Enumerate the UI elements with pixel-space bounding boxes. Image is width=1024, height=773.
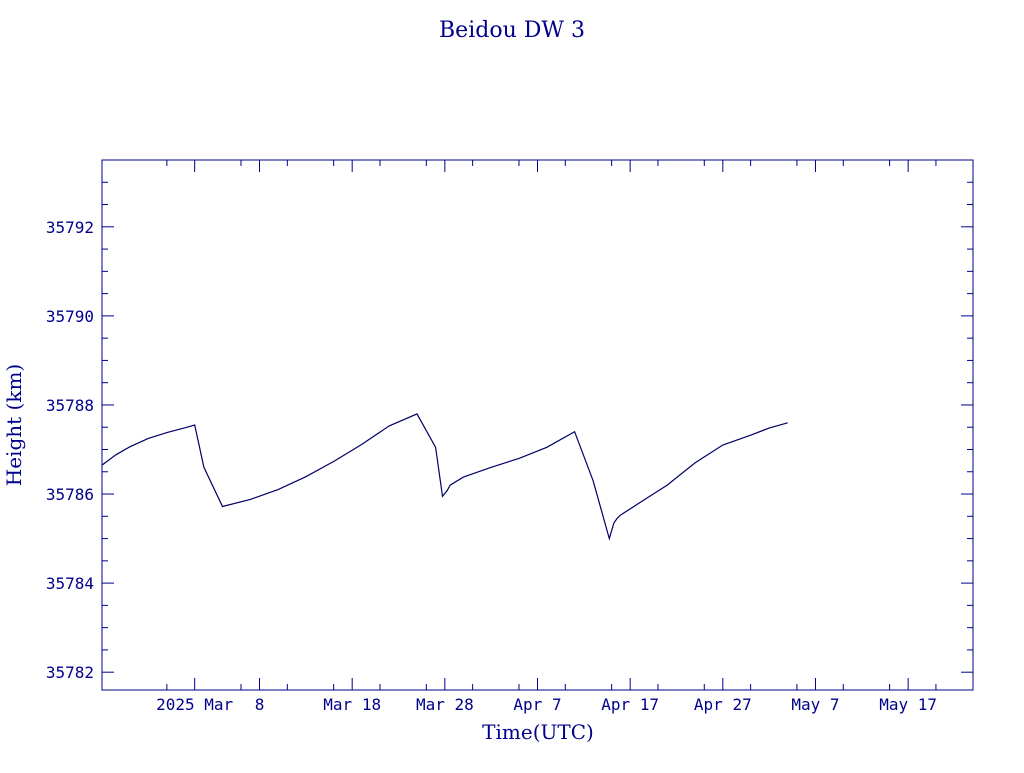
y-tick-label: 35790 — [46, 307, 94, 326]
y-tick-label: 35792 — [46, 218, 94, 237]
x-axis-label: Time(UTC) — [482, 720, 594, 744]
x-tick-label: May 7 — [791, 695, 839, 714]
y-tick-label: 35784 — [46, 574, 94, 593]
x-tick-label: Apr 7 — [513, 695, 561, 714]
x-tick-label: 2025 Mar — [156, 695, 233, 714]
x-tick-label: 8 — [255, 695, 265, 714]
y-axis: 35782 35784 35786 35788 35790 35792 — [46, 181, 973, 682]
x-tick-label: Apr 27 — [694, 695, 752, 714]
x-tick-label: Mar 18 — [323, 695, 381, 714]
series-line — [101, 413, 788, 541]
x-tick-label: May 17 — [879, 695, 937, 714]
chart-title: Beidou DW 3 — [439, 18, 585, 43]
x-axis: 2025 Mar 8 Mar 18 Mar 28 Apr 7 Apr 17 Apr 27 Ma… — [156, 160, 937, 714]
x-tick-label: Apr 17 — [601, 695, 659, 714]
plot-frame — [101, 159, 974, 691]
x-tick-label: Mar 28 — [416, 695, 474, 714]
y-tick-label: 35788 — [46, 396, 94, 415]
y-tick-label: 35786 — [46, 485, 94, 504]
y-tick-label: 35782 — [46, 663, 94, 682]
y-axis-label: Height (km) — [2, 364, 26, 486]
